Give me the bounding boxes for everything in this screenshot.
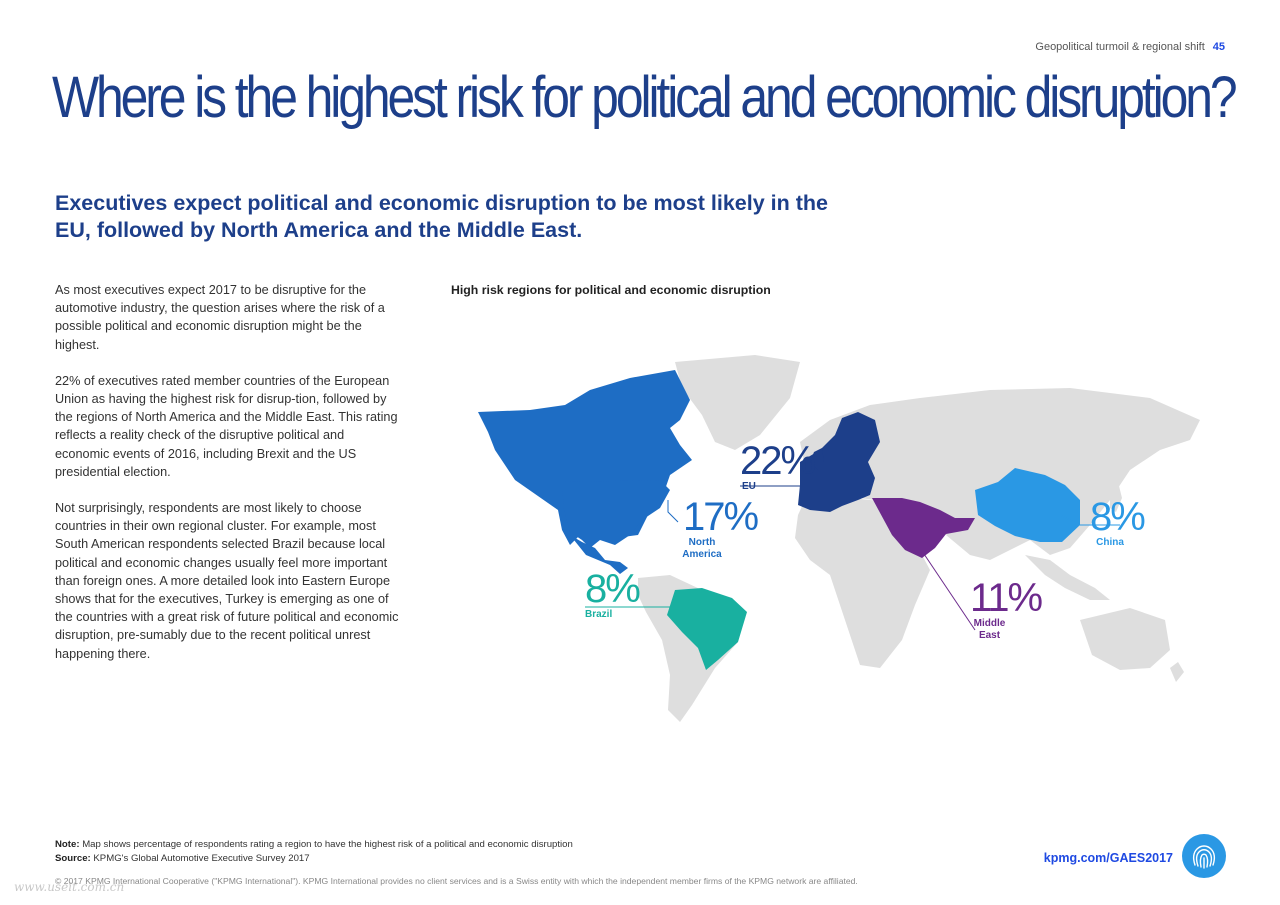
brazil-label: Brazil <box>585 609 613 620</box>
source-label: Source: <box>55 853 91 864</box>
paragraph-1: As most executives expect 2017 to be dis… <box>55 283 385 352</box>
middle-east-percentage: 11% <box>970 576 1043 620</box>
new-zealand-shape <box>1170 662 1184 682</box>
mexico-shape <box>570 535 628 574</box>
copyright: © 2017 KPMG International Cooperative ("… <box>55 876 858 886</box>
eu-percentage: 22% <box>740 439 816 483</box>
africa-shape <box>795 498 930 668</box>
southeast-asia-shape <box>1025 555 1110 600</box>
na-leader-line <box>667 500 679 523</box>
section-name: Geopolitical turmoil & regional shift <box>1035 41 1205 53</box>
page-title: Where is the highest risk for political … <box>52 65 1238 130</box>
world-map <box>478 355 1200 722</box>
page-header: Geopolitical turmoil & regional shift 45 <box>1035 41 1225 53</box>
eurasia-shape <box>800 388 1200 560</box>
north-america-percentage: 17% <box>683 495 759 539</box>
note-text: Map shows percentage of respondents rati… <box>82 839 573 850</box>
page-subtitle: Executives expect political and economic… <box>55 191 828 242</box>
china-percentage: 8% <box>1090 495 1146 539</box>
me-leader-line <box>919 547 976 631</box>
china-label: China <box>1096 537 1124 548</box>
page-number: 45 <box>1212 41 1225 53</box>
kpmg-link[interactable]: kpmg.com/GAES2017 <box>1043 851 1173 865</box>
paragraph-2: 22% of executives rated member countries… <box>55 373 398 479</box>
map-title: High risk regions for political and econ… <box>451 283 771 297</box>
paragraph-3: Not surprisingly, respondents are most l… <box>55 501 399 661</box>
brazil-shape <box>667 588 747 670</box>
uk-shape <box>810 448 824 470</box>
body-text: As most executives expect 2017 to be dis… <box>55 281 400 681</box>
japan-shape <box>1110 482 1122 512</box>
watermark: www.useit.com.cn <box>14 880 125 894</box>
greenland-shape <box>675 355 800 450</box>
brazil-percentage: 8% <box>585 567 641 611</box>
eu-label: EU <box>742 481 756 492</box>
note-line: Note: Map shows percentage of respondent… <box>55 838 573 852</box>
footer-notes: Note: Map shows percentage of respondent… <box>55 838 573 866</box>
china-leader-line <box>1059 514 1120 526</box>
note-label: Note: <box>55 839 80 850</box>
middle-east-label: Middle East <box>973 618 1006 641</box>
australia-shape <box>1080 608 1170 670</box>
china-shape <box>975 468 1080 542</box>
fingerprint-icon <box>1182 834 1226 878</box>
source-line: Source: KPMG's Global Automotive Executi… <box>55 852 573 866</box>
middle-east-shape <box>872 498 975 558</box>
source-text: KPMG's Global Automotive Executive Surve… <box>93 853 310 864</box>
north-america-label: North America <box>682 537 722 560</box>
usa-shape <box>562 480 670 548</box>
eu-shape <box>798 412 880 512</box>
